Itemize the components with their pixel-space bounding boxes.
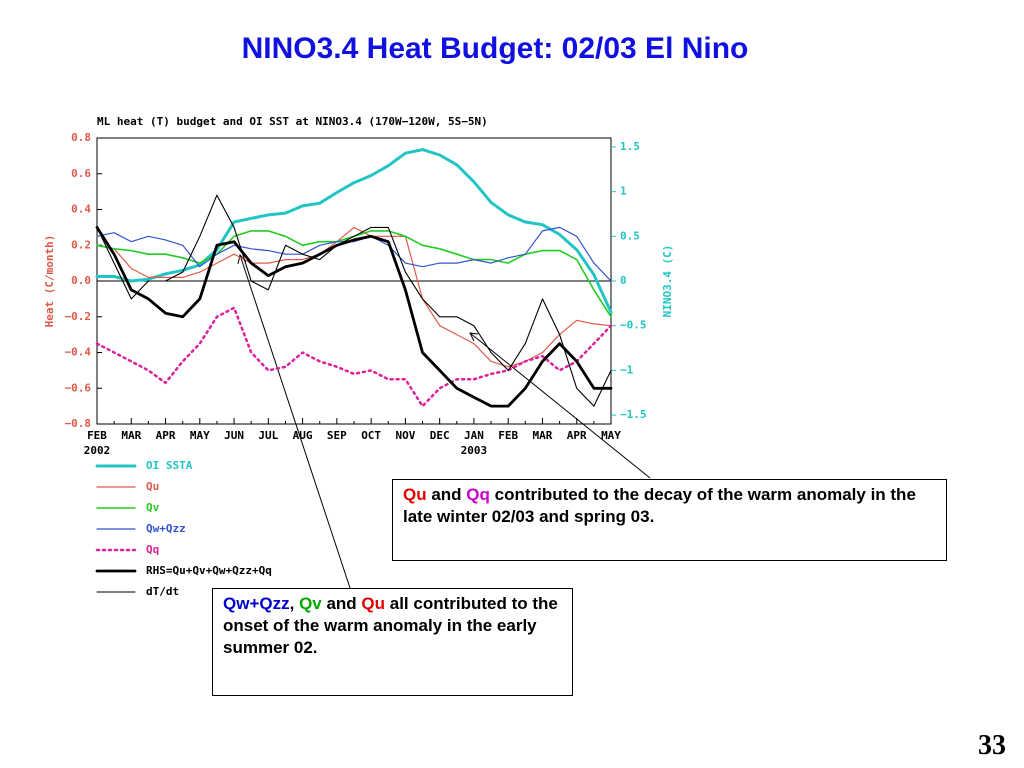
y-tick-label: −0.8 [65,417,92,430]
y-tick-label: 0.2 [71,238,91,251]
arrow-head [469,332,479,342]
y2-axis-label: NINO3.4 (C) [661,245,674,318]
legend-label: RHS=Qu+Qv+Qw+Qzz+Qq [146,564,272,577]
legend-label: Qu [146,480,159,493]
note-text: Qq [466,485,490,504]
slide-title: NINO3.4 Heat Budget: 02/03 El Nino [241,32,749,65]
note-text: all contributed to the onset of the warm… [223,594,558,657]
series-line [96,194,612,407]
y-tick-label: 0.4 [71,203,91,216]
arrow [239,254,351,589]
note-text: Qu [361,594,386,613]
x-tick-label: JAN [464,429,484,442]
x-year-label: 2003 [461,444,488,457]
x-tick-label: JUN [224,429,244,442]
series-line [96,226,612,282]
x-tick-label: SEP [327,429,347,442]
series-line [96,230,612,318]
y2-tick-label: −1 [620,363,634,376]
y2-tick-label: 1.5 [620,140,640,153]
legend-label: OI SSTA [146,459,193,472]
page-number: 33 [978,730,1006,761]
series-line [95,148,613,314]
note-text: Qw+Qzz [223,594,290,613]
note-text: Qu [403,485,427,504]
legend-label: Qv [146,501,160,514]
x-tick-label: APR [156,429,176,442]
y2-tick-label: −0.5 [620,319,647,332]
x-tick-label: AUG [293,429,313,442]
note-text: and [426,485,467,504]
note-text: and [321,594,362,613]
y-tick-label: 0.0 [71,274,91,287]
y-tick-label: 0.6 [71,167,91,180]
note-text: , [289,594,300,613]
series-line [96,226,612,368]
y2-tick-label: 0.5 [620,229,640,242]
legend-label: Qq [146,543,159,556]
y-tick-label: 0.8 [71,131,91,144]
x-tick-label: APR [567,429,587,442]
note-box: Qw+Qzz, Qv and Qu all contributed to the… [212,588,573,696]
x-tick-label: FEB [498,429,518,442]
y-axis-label: Heat (C/month) [43,235,56,328]
y2-tick-label: 0 [620,274,627,287]
x-tick-label: JUL [258,429,278,442]
note-text: contributed to the decay of the warm ano… [403,485,916,526]
y-tick-label: −0.4 [65,346,92,359]
x-year-label: 2002 [84,444,111,457]
note-text: Qv [299,594,322,613]
legend-label: dT/dt [146,585,179,598]
y-tick-label: −0.2 [65,310,92,323]
x-tick-label: DEC [430,429,450,442]
x-tick-label: MAY [601,429,621,442]
x-tick-label: FEB [87,429,107,442]
y2-tick-label: 1 [620,185,627,198]
x-tick-label: NOV [395,429,415,442]
series-line [95,306,613,408]
series-line [95,226,613,408]
note-box: Qu and Qq contributed to the decay of th… [392,479,947,561]
x-tick-label: MAR [121,429,141,442]
chart-title: ML heat (T) budget and OI SST at NINO3.4… [97,115,488,128]
arrow [469,332,651,479]
x-tick-label: MAR [533,429,553,442]
legend-label: Qw+Qzz [146,522,186,535]
x-tick-label: OCT [361,429,381,442]
y-tick-label: −0.6 [65,381,92,394]
x-tick-label: MAY [190,429,210,442]
y2-tick-label: −1.5 [620,408,647,421]
